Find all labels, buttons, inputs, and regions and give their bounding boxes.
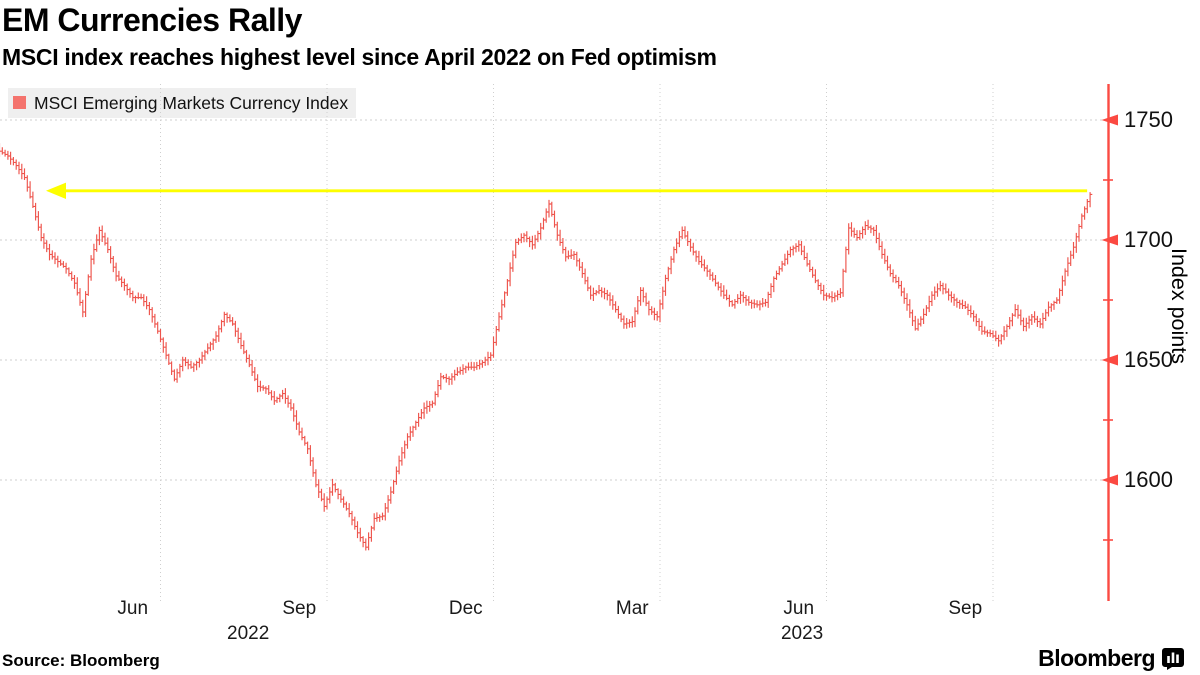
y-axis-major-tick	[1101, 474, 1118, 486]
x-tick-label: Sep	[948, 598, 983, 619]
chart-subtitle: MSCI index reaches highest level since A…	[2, 44, 717, 70]
y-tick-label: 1700	[1124, 227, 1173, 252]
y-axis-title: Index points	[1167, 248, 1191, 364]
y-tick-label: 1750	[1124, 107, 1173, 132]
x-tick-label: Sep	[282, 598, 317, 619]
bloomberg-logo: Bloomberg	[1038, 645, 1184, 672]
x-tick-label: Jun	[117, 598, 149, 619]
x-year-label: 2022	[227, 623, 270, 644]
price-series-bars	[0, 143, 1093, 551]
legend-background	[8, 88, 356, 118]
x-tick-label: Mar	[615, 598, 649, 619]
y-tick-label: 1650	[1124, 347, 1173, 372]
y-tick-label: 1600	[1124, 467, 1173, 492]
x-tick-label: Jun	[783, 598, 815, 619]
x-year-label: 2023	[780, 623, 824, 644]
legend-label: MSCI Emerging Markets Currency Index	[34, 93, 349, 113]
x-tick-label: Dec	[448, 598, 483, 619]
level-arrow-head	[46, 182, 66, 199]
bloomberg-logo-text: Bloomberg	[1038, 645, 1155, 671]
legend-swatch	[13, 96, 26, 109]
chart-title: EM Currencies Rally	[2, 2, 302, 38]
y-axis-major-tick	[1101, 114, 1118, 126]
bar-chart-bubble-icon	[1162, 647, 1184, 670]
y-axis-major-tick	[1101, 234, 1118, 246]
y-axis-major-tick	[1101, 354, 1118, 366]
source-note: Source: Bloomberg	[2, 651, 160, 670]
